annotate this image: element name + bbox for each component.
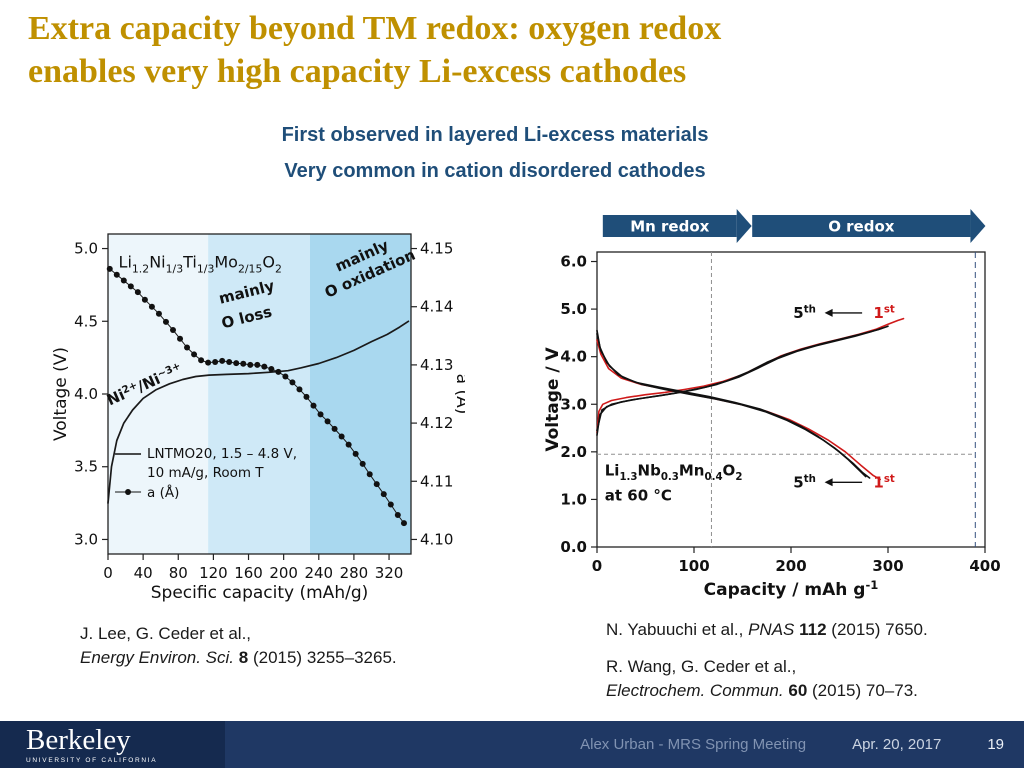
svg-text:Voltage / V: Voltage / V: [543, 347, 563, 452]
cycle-label: 5th 1st: [793, 304, 895, 322]
citation-left-source: Energy Environ. Sci. 8 (2015) 3255–3265.: [80, 646, 397, 670]
cycle-label: 5th 1st: [793, 473, 895, 491]
discharge-5th-b: [596, 333, 871, 479]
svg-text:100: 100: [678, 557, 709, 575]
footer-presenter: Alex Urban - MRS Spring Meeting: [580, 736, 807, 753]
svg-text:at 60 °C: at 60 °C: [605, 486, 672, 504]
journal-volume: 60: [788, 681, 808, 701]
svg-text:120: 120: [199, 564, 228, 582]
subtitle-very-common: Very common in cation disordered cathode…: [284, 160, 706, 182]
citation-rest: (2015) 7650.: [831, 620, 928, 639]
svg-text:4.5: 4.5: [74, 312, 98, 330]
footer-page-number: 19: [987, 736, 1004, 753]
svg-text:a (Å): a (Å): [452, 374, 465, 415]
svg-text:240: 240: [304, 564, 333, 582]
svg-text:1st: 1st: [873, 304, 895, 322]
left-chart-figure: 0 40 80 120 160 200 240 280 320 3.0 3.5 4.0 4.5 5.0 4.…: [50, 224, 474, 619]
right-chart-figure: Mn redox O redox 0 100 200 300 400 0.0 1.0 2.0 3.0…: [543, 204, 1005, 614]
shaded-regions: [108, 234, 411, 554]
svg-text:a (Å): a (Å): [147, 484, 179, 501]
berkeley-wordmark: Berkeley: [26, 723, 131, 756]
svg-text:4.13: 4.13: [420, 356, 453, 374]
citation-left: J. Lee, G. Ceder et al., Energy Environ.…: [80, 622, 397, 670]
svg-text:5.0: 5.0: [74, 240, 98, 258]
svg-text:4.11: 4.11: [420, 472, 453, 490]
footer-bar: Berkeley UNIVERSITY OF CALIFORNIA Alex U…: [0, 721, 1024, 768]
redox-banner: O redox: [752, 209, 986, 243]
svg-text:5th: 5th: [793, 473, 816, 491]
slide-title-line2: enables very high capacity Li-excess cat…: [28, 52, 687, 90]
svg-text:10 mA/g, Room T: 10 mA/g, Room T: [147, 465, 264, 481]
berkeley-logo: Berkeley UNIVERSITY OF CALIFORNIA: [0, 721, 225, 768]
svg-text:Capacity / mAh g-1: Capacity / mAh g-1: [704, 578, 879, 600]
footer-meta: Alex Urban - MRS Spring Meeting Apr. 20,…: [580, 721, 1024, 768]
svg-text:0: 0: [103, 564, 113, 582]
citation-right-2-source: Electrochem. Commun. 60 (2015) 70–73.: [606, 679, 928, 703]
svg-text:LNTMO20, 1.5 – 4.8 V,: LNTMO20, 1.5 – 4.8 V,: [147, 446, 297, 462]
svg-text:Specific capacity (mAh/g): Specific capacity (mAh/g): [151, 583, 369, 603]
svg-text:2.0: 2.0: [560, 443, 587, 461]
svg-text:80: 80: [169, 564, 188, 582]
svg-text:5th: 5th: [793, 304, 816, 322]
svg-text:O redox: O redox: [828, 218, 895, 236]
svg-text:4.12: 4.12: [420, 414, 453, 432]
journal-name: Electrochem. Commun.: [606, 681, 784, 701]
journal-name: PNAS: [748, 620, 795, 639]
citation-right: N. Yabuuchi et al., PNAS 112 (2015) 7650…: [606, 618, 928, 703]
footer-date: Apr. 20, 2017: [852, 736, 942, 753]
svg-text:320: 320: [375, 564, 404, 582]
right-chart: Mn redox O redox 0 100 200 300 400 0.0 1.0 2.0 3.0…: [543, 209, 1001, 600]
citation-right-1: N. Yabuuchi et al., PNAS 112 (2015) 7650…: [606, 618, 928, 642]
left-chart: 0 40 80 120 160 200 240 280 320 3.0 3.5 4.0 4.5 5.0 4.…: [51, 233, 474, 603]
svg-text:6.0: 6.0: [560, 253, 587, 271]
charge-5th-b: [596, 327, 884, 432]
subtitle-first-observed: First observed in layered Li-excess mate…: [281, 124, 709, 146]
plot-frame: [596, 251, 986, 548]
svg-text:1.0: 1.0: [560, 490, 587, 508]
journal-volume: 8: [238, 648, 249, 668]
slide-title: Extra capacity beyond TM redox: oxygen r…: [28, 8, 1008, 94]
svg-text:200: 200: [775, 557, 806, 575]
svg-text:4.0: 4.0: [560, 348, 587, 366]
svg-text:4.15: 4.15: [420, 240, 453, 258]
legend: LNTMO20, 1.5 – 4.8 V, 10 mA/g, Room T a (Å…: [115, 446, 297, 501]
svg-text:0.0: 0.0: [560, 538, 587, 556]
svg-text:3.0: 3.0: [74, 530, 98, 548]
citation-rest: (2015) 70–73.: [812, 681, 918, 701]
journal-name: Energy Environ. Sci.: [80, 648, 235, 668]
berkeley-logo-subtext: UNIVERSITY OF CALIFORNIA: [26, 756, 158, 764]
svg-text:Mn redox: Mn redox: [630, 218, 709, 236]
svg-text:200: 200: [269, 564, 298, 582]
citation-authors: N. Yabuuchi et al.,: [606, 620, 744, 639]
svg-text:160: 160: [234, 564, 263, 582]
svg-text:4.10: 4.10: [420, 530, 453, 548]
svg-text:Li1.3Nb0.3Mn0.4O2: Li1.3Nb0.3Mn0.4O2: [605, 462, 743, 484]
svg-text:5.0: 5.0: [560, 300, 587, 318]
svg-text:40: 40: [134, 564, 153, 582]
citation-left-authors: J. Lee, G. Ceder et al.,: [80, 624, 252, 643]
svg-text:3.0: 3.0: [560, 395, 587, 413]
svg-text:300: 300: [872, 557, 903, 575]
svg-text:4.0: 4.0: [74, 385, 98, 403]
redox-banner: Mn redox: [602, 209, 752, 243]
svg-text:Li1.2Ni1/3Ti1/3Mo2/15O2: Li1.2Ni1/3Ti1/3Mo2/15O2: [119, 252, 282, 275]
voltage-curve: [107, 320, 410, 504]
citation-right-2-authors: R. Wang, G. Ceder et al.,: [606, 657, 797, 677]
svg-text:4.14: 4.14: [420, 298, 453, 316]
svg-text:280: 280: [340, 564, 369, 582]
journal-volume: 112: [799, 620, 827, 639]
svg-text:0: 0: [592, 557, 602, 575]
svg-text:1st: 1st: [873, 473, 895, 491]
citation-rest: (2015) 3255–3265.: [252, 648, 397, 668]
svg-text:3.5: 3.5: [74, 458, 98, 476]
svg-text:Voltage (V): Voltage (V): [51, 347, 71, 441]
lattice-parameter-a: [106, 265, 407, 527]
slide-title-line1: Extra capacity beyond TM redox: oxygen r…: [28, 10, 722, 47]
svg-text:400: 400: [969, 557, 1000, 575]
